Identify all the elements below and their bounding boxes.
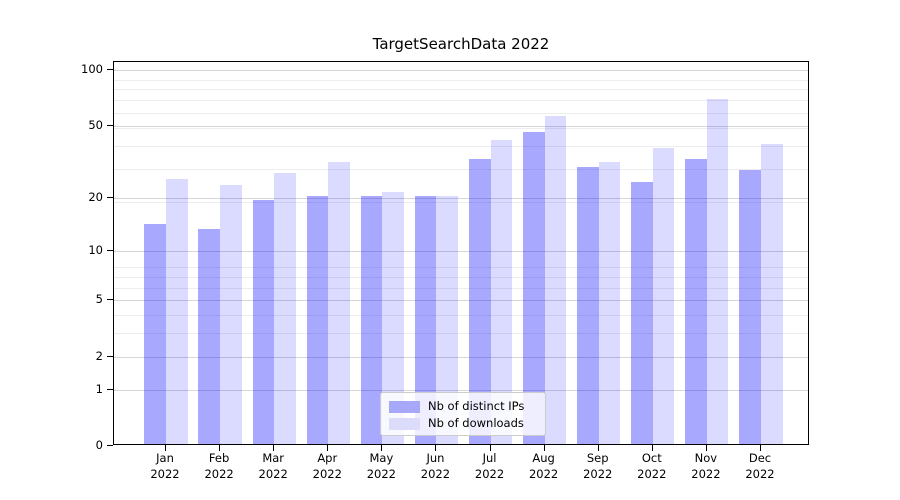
x-tick-mark	[381, 445, 383, 451]
plot-area	[113, 61, 809, 445]
x-tick-mark	[597, 445, 599, 451]
y-tick-label: 2	[95, 348, 103, 363]
bar	[523, 132, 545, 444]
bar	[414, 196, 437, 444]
gridline-major	[114, 389, 808, 391]
bar	[166, 178, 188, 444]
gridline-major	[114, 250, 808, 252]
x-tick-mark	[651, 445, 653, 451]
x-tick-label: Nov 2022	[691, 451, 721, 481]
y-tick-mark	[107, 69, 113, 71]
bar	[490, 139, 513, 444]
y-tick-label: 5	[95, 292, 103, 307]
y-tick-label: 0	[95, 438, 103, 452]
gridline-minor	[114, 287, 808, 289]
bar	[468, 159, 491, 444]
bar	[198, 229, 221, 444]
gridline-major	[114, 198, 808, 200]
bar	[328, 161, 350, 444]
bar	[252, 200, 275, 444]
gridline-minor	[114, 202, 808, 204]
bar	[360, 196, 383, 444]
legend-item: Nb of downloads	[389, 415, 537, 432]
bar	[598, 161, 621, 444]
gridline-minor	[114, 112, 808, 114]
gridline-major	[114, 126, 808, 128]
y-tick-mark	[107, 197, 113, 199]
bar	[739, 169, 761, 444]
gridline-minor	[114, 100, 808, 102]
bar	[220, 185, 242, 444]
y-tick-mark	[107, 249, 113, 251]
y-tick-mark	[107, 125, 113, 127]
gridline-minor	[114, 267, 808, 269]
x-tick-mark	[759, 445, 761, 451]
legend-item: Nb of distinct IPs	[389, 398, 537, 415]
bar	[685, 159, 707, 444]
y-tick-label: 100	[81, 62, 103, 77]
x-tick-mark	[543, 445, 545, 451]
legend-label: Nb of downloads	[428, 416, 524, 430]
gridline-minor	[114, 145, 808, 147]
x-tick-mark	[165, 445, 166, 451]
bar	[544, 116, 567, 444]
y-tick-mark	[107, 355, 113, 357]
x-tick-label: Sep 2022	[583, 451, 613, 481]
y-tick-label: 20	[88, 190, 103, 205]
x-tick-label: Jun 2022	[420, 451, 451, 481]
x-tick-label: Feb 2022	[204, 451, 234, 481]
chart-title: TargetSearchData 2022	[372, 35, 550, 53]
legend: Nb of distinct IPs Nb of downloads	[380, 392, 546, 436]
x-tick-label: Apr 2022	[312, 451, 342, 481]
bar	[631, 182, 653, 444]
x-tick-label: Dec 2022	[745, 451, 775, 481]
legend-swatch	[389, 400, 420, 413]
bar	[306, 196, 329, 444]
x-tick-label: Aug 2022	[528, 451, 559, 481]
y-tick-mark	[107, 445, 113, 446]
gridline-minor	[114, 333, 808, 335]
x-tick-mark	[435, 445, 437, 451]
gridline-minor	[114, 79, 808, 81]
y-tick-label: 50	[88, 118, 103, 133]
gridline-major	[114, 70, 808, 72]
x-tick-mark	[273, 445, 275, 451]
legend-label: Nb of distinct IPs	[428, 399, 525, 413]
x-tick-label: Jul 2022	[474, 451, 505, 481]
bar	[382, 192, 404, 444]
x-tick-mark	[705, 445, 707, 451]
bar	[436, 196, 459, 444]
x-tick-label: Mar 2022	[258, 451, 288, 481]
bar	[577, 167, 599, 444]
x-tick-mark	[327, 445, 329, 451]
legend-swatch	[389, 417, 420, 430]
y-tick-mark	[107, 299, 113, 301]
gridline-minor	[114, 276, 808, 278]
gridline-minor	[114, 315, 808, 317]
bar	[144, 223, 166, 444]
gridline-minor	[114, 169, 808, 171]
bar	[760, 143, 783, 444]
y-tick-label: 10	[88, 242, 103, 257]
x-tick-mark	[489, 445, 491, 451]
gridline-minor	[114, 89, 808, 91]
bar	[274, 172, 296, 444]
x-tick-label: Oct 2022	[637, 451, 667, 481]
x-tick-label: May 2022	[366, 451, 396, 481]
gridline-major	[114, 300, 808, 302]
gridline-minor	[114, 127, 808, 129]
y-tick-mark	[107, 388, 113, 390]
bar	[652, 147, 675, 444]
gridline-major	[114, 356, 808, 358]
bar	[706, 99, 729, 444]
x-tick-mark	[219, 445, 221, 451]
y-tick-label: 1	[95, 381, 103, 396]
x-tick-label: Jan 2022	[150, 451, 180, 481]
